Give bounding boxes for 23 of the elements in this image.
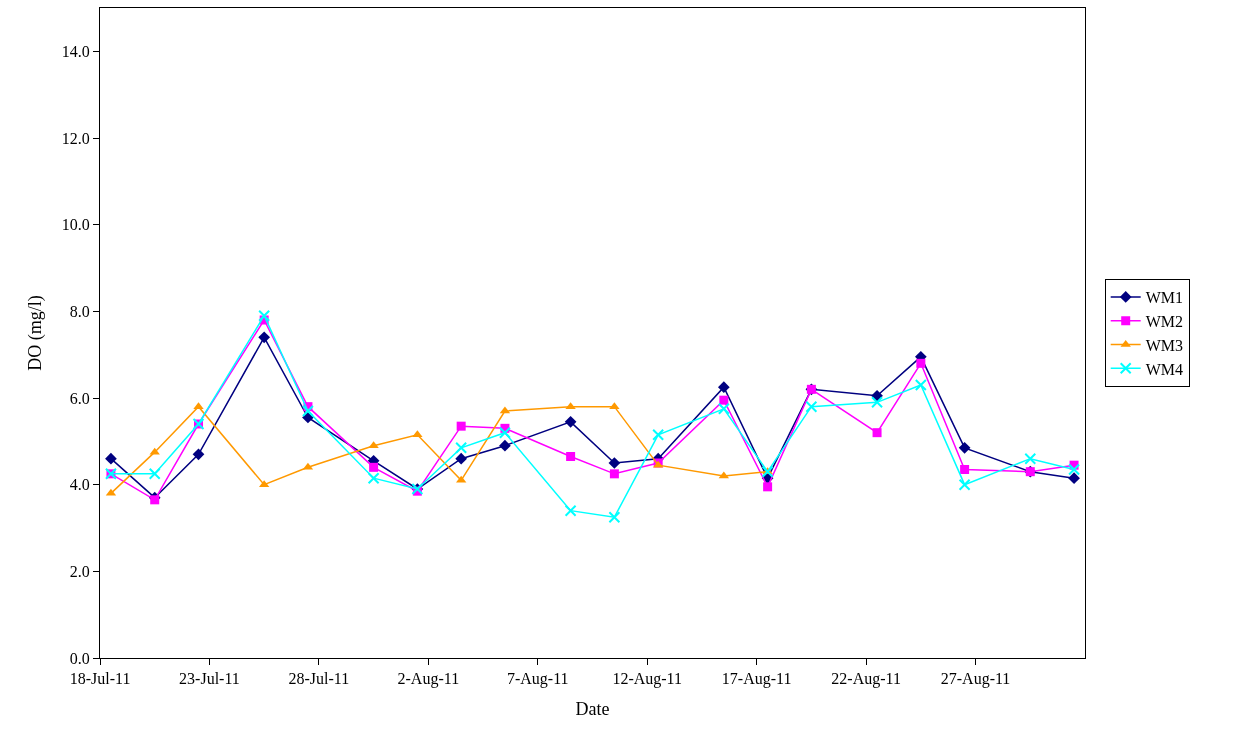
legend-label: WM2 xyxy=(1145,312,1184,330)
legend-label: WM3 xyxy=(1145,336,1184,354)
y-tick-label: 2.0 xyxy=(69,562,90,580)
x-tick-label: 22-Aug-11 xyxy=(831,670,901,689)
x-tick-label: 18-Jul-11 xyxy=(69,670,131,688)
legend-label: WM1 xyxy=(1145,289,1184,307)
x-tick-label: 28-Jul-11 xyxy=(288,670,350,688)
y-tick-label: 10.0 xyxy=(61,216,90,234)
y-tick-label: 12.0 xyxy=(61,129,90,147)
x-tick-label: 2-Aug-11 xyxy=(397,670,460,689)
x-tick-label: 7-Aug-11 xyxy=(506,670,569,689)
x-tick-label: 27-Aug-11 xyxy=(940,670,1011,689)
x-axis-title: Date xyxy=(575,699,610,720)
y-tick-label: 14.0 xyxy=(61,42,90,60)
x-tick-label: 17-Aug-11 xyxy=(721,670,792,689)
y-tick-label: 0.0 xyxy=(69,649,90,667)
y-tick-label: 4.0 xyxy=(69,476,90,494)
y-tick-label: 6.0 xyxy=(69,389,90,407)
x-tick-label: 23-Jul-11 xyxy=(179,670,240,688)
y-axis-title: DO (mg/l) xyxy=(25,295,46,371)
y-tick-label: 8.0 xyxy=(69,302,90,320)
x-tick-label: 12-Aug-11 xyxy=(612,670,683,689)
legend-label: WM4 xyxy=(1145,360,1184,378)
